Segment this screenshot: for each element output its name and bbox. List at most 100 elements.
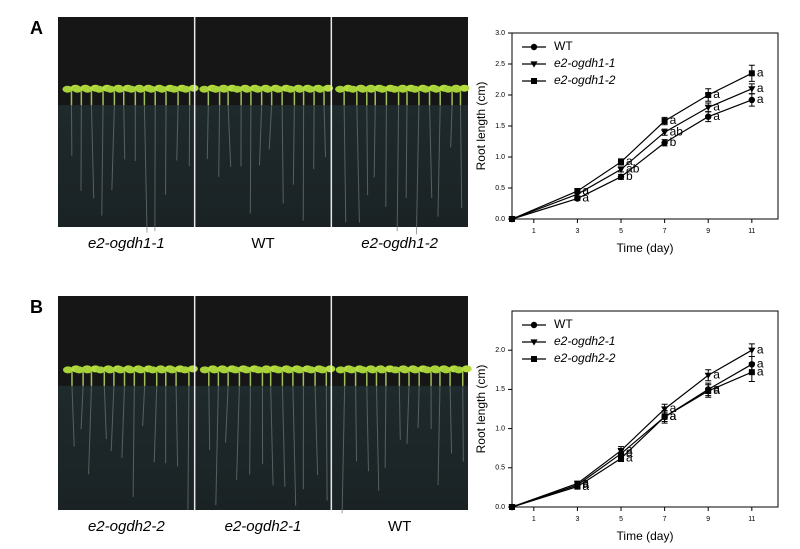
x-tick-label: 3	[575, 228, 579, 235]
significance-letter: a	[670, 401, 677, 415]
marker	[574, 188, 581, 195]
marker	[617, 166, 625, 173]
marker	[618, 158, 625, 165]
leaf	[262, 85, 273, 93]
root	[176, 105, 179, 161]
significance-letter: a	[582, 479, 589, 493]
y-tick-label: 2.0	[495, 92, 505, 99]
significance-letter: a	[713, 367, 720, 381]
series-line	[511, 88, 753, 220]
leaf	[135, 366, 146, 374]
root	[292, 385, 297, 506]
marker	[661, 129, 669, 136]
x-tick-label: 7	[663, 516, 667, 523]
marker	[748, 70, 755, 77]
significance-letter: a	[713, 87, 720, 101]
significance-letter: a	[626, 451, 633, 465]
leaf	[377, 85, 388, 93]
leaf	[114, 85, 125, 93]
root	[341, 385, 346, 514]
y-tick-label: 3.0	[495, 30, 505, 37]
marker	[661, 139, 668, 146]
marker	[530, 339, 538, 346]
significance-letter: a	[670, 409, 677, 423]
root	[281, 105, 284, 204]
root	[406, 385, 410, 444]
significance-letter: a	[582, 191, 589, 205]
root	[153, 385, 158, 463]
series-line	[511, 99, 753, 220]
significance-letter: a	[713, 383, 720, 397]
leaf	[285, 85, 296, 93]
photo	[58, 17, 470, 235]
x-axis-title: Time (day)	[617, 241, 674, 255]
leaf	[315, 85, 326, 93]
significance-letter: ab	[670, 124, 684, 138]
leaf	[82, 366, 93, 374]
y-tick-label: 1.5	[495, 123, 505, 130]
marker	[530, 43, 538, 51]
x-tick-label: 11	[748, 516, 755, 523]
plot-frame	[511, 32, 779, 220]
series-line	[511, 349, 753, 508]
plot-frame	[511, 310, 779, 508]
root	[375, 385, 380, 491]
significance-letter: a	[626, 446, 633, 460]
leaf	[459, 84, 470, 92]
legend-label: e2-ogdh1-1	[554, 56, 615, 70]
root	[366, 385, 369, 472]
root	[384, 385, 387, 468]
leaf	[156, 366, 167, 374]
root	[88, 385, 92, 475]
leaf	[135, 85, 146, 93]
leaf	[157, 85, 168, 93]
significance-letter: a	[713, 109, 720, 123]
x-tick-label: 9	[706, 228, 710, 235]
marker	[617, 447, 625, 455]
legend-label: e2-ogdh2-2	[554, 351, 616, 365]
legend-label: WT	[554, 317, 573, 331]
root	[417, 385, 420, 428]
root	[123, 105, 126, 160]
leaf	[443, 85, 454, 93]
root	[175, 385, 179, 467]
leaf	[453, 366, 464, 374]
photo-label: e2-ogdh1-1	[88, 235, 165, 252]
leaf	[357, 85, 368, 93]
leaf	[420, 85, 431, 93]
marker	[704, 372, 712, 379]
leaf	[147, 366, 158, 374]
marker	[705, 92, 712, 98]
leaf	[283, 366, 294, 374]
marker	[530, 61, 538, 68]
root	[462, 385, 464, 462]
leaf	[146, 85, 157, 93]
root	[227, 105, 232, 167]
leaf	[252, 85, 263, 93]
root	[218, 105, 221, 177]
marker	[530, 321, 538, 329]
leaf	[209, 366, 220, 374]
leaf	[317, 366, 328, 374]
significance-letter: ab	[626, 162, 640, 176]
root	[142, 385, 146, 426]
leaf	[335, 85, 346, 93]
significance-letter: a	[713, 100, 720, 114]
significance-letter: a	[757, 92, 764, 106]
y-axis-title: Root length (cm)	[474, 365, 488, 454]
leaf	[397, 85, 408, 93]
root	[111, 105, 115, 191]
marker	[748, 96, 756, 104]
leaf	[105, 85, 116, 93]
y-tick-label: 1.0	[495, 154, 505, 161]
significance-letter: a	[582, 183, 589, 197]
leaf	[167, 366, 178, 374]
root	[143, 105, 148, 233]
root	[208, 385, 211, 451]
leaf	[273, 85, 284, 93]
root	[121, 385, 125, 458]
photo-label: e2-ogdh1-2	[361, 235, 438, 252]
root	[249, 105, 252, 214]
leaf	[441, 366, 452, 374]
root	[323, 105, 327, 158]
